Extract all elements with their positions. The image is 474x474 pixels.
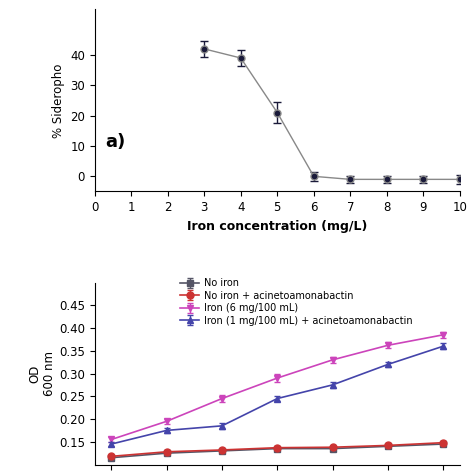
- Y-axis label: OD
600 nm: OD 600 nm: [28, 351, 56, 396]
- Legend: No iron, No iron + acinetoamonabactin, Iron (6 mg/100 mL), Iron (1 mg/100 mL) + : No iron, No iron + acinetoamonabactin, I…: [180, 278, 413, 326]
- Y-axis label: % Sideropho: % Sideropho: [52, 64, 64, 137]
- Text: a): a): [106, 134, 126, 152]
- X-axis label: Iron concentration (mg/L): Iron concentration (mg/L): [187, 220, 367, 233]
